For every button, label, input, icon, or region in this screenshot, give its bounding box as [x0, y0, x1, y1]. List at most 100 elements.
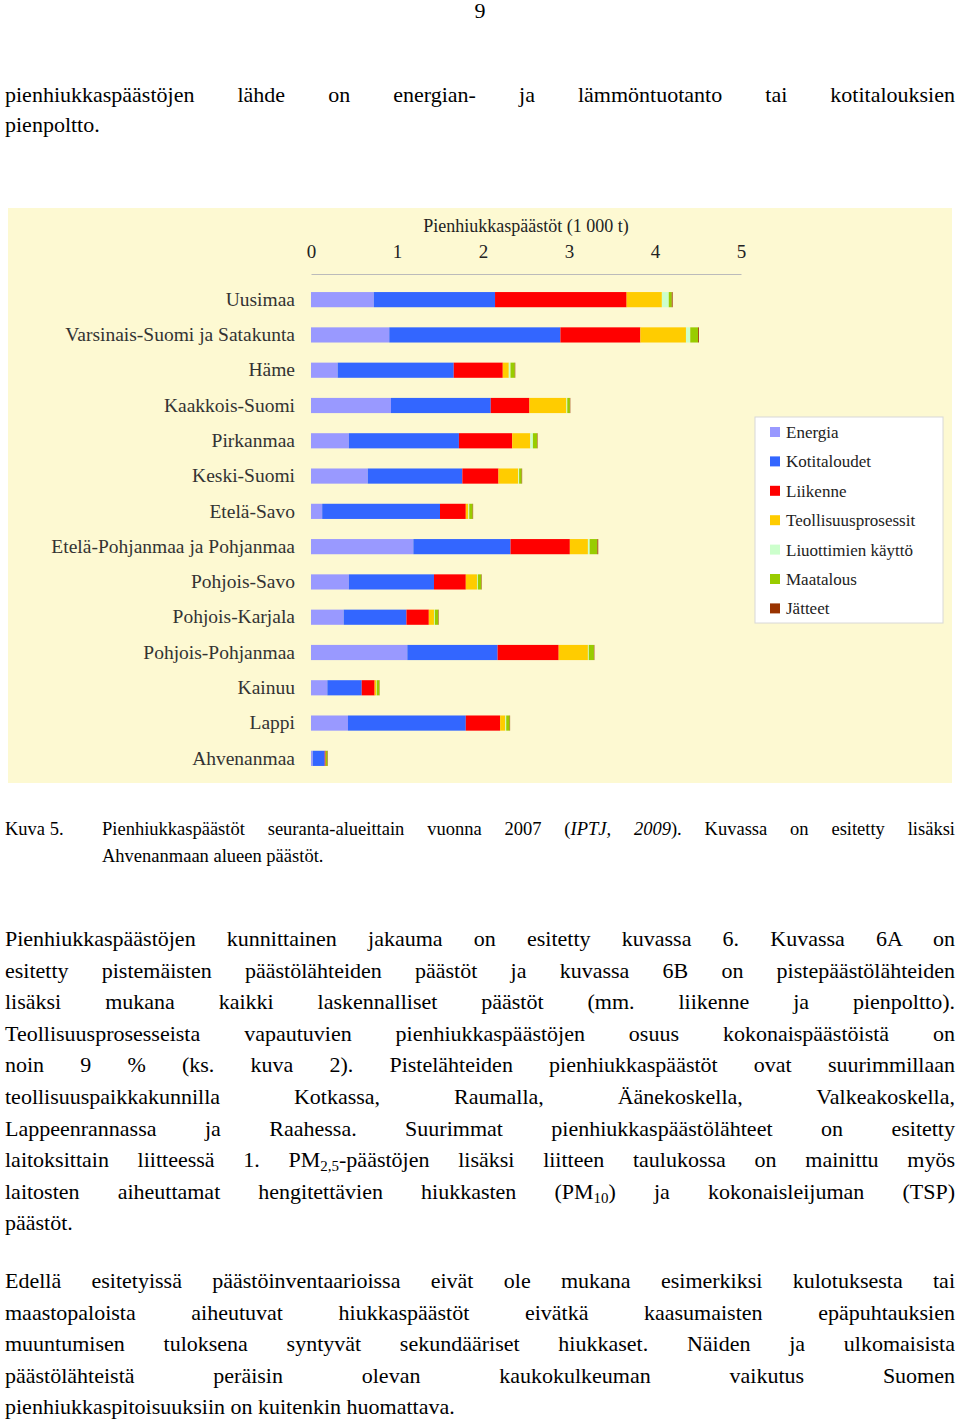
bar-segment [349, 433, 459, 448]
bar-segment [435, 610, 438, 625]
bar-segment [311, 751, 313, 766]
x-tick: 3 [565, 241, 575, 274]
text-run: pienhiukkaspitoisuuksiin on kuitenkin hu… [5, 1394, 455, 1419]
bar-segment [511, 363, 515, 378]
paragraph: Pienhiukkaspäästöjen kunnittainen jakaum… [5, 923, 955, 1239]
legend-swatch [770, 603, 780, 613]
legend-label: Liuottimien käyttö [786, 541, 913, 560]
paragraph: Edellä esitetyissä päästöinventaarioissa… [5, 1265, 955, 1422]
text-line: laitosten aiheuttamat hengitettävien hiu… [5, 1176, 955, 1208]
bar-segment [311, 574, 349, 589]
paragraph: pienhiukkaspäästöjen lähde on energian- … [5, 80, 955, 140]
bar-segment [511, 539, 570, 554]
text-run: Lappeenrannassa ja Raahessa. Suurimmat p… [5, 1116, 955, 1141]
bar-segment [344, 610, 407, 625]
y-tick: Pohjois-Karjala [173, 606, 311, 627]
bar-segment [311, 680, 327, 695]
bar-segment [669, 292, 672, 307]
text-run: pienhiukkaspäästöjen lähde on energian- … [5, 82, 955, 107]
bar-series [313, 292, 561, 766]
bar-segment [530, 433, 533, 448]
bar-segment [440, 504, 466, 519]
bar-segment [466, 715, 500, 730]
text-run: päästöt. [5, 1210, 73, 1235]
y-tick: Pohjois-Pohjanmaa [143, 642, 311, 663]
text-line: pienhiukkaspitoisuuksiin on kuitenkin hu… [5, 1391, 955, 1422]
category-label: Kainuu [238, 677, 296, 698]
bar-segment [322, 504, 440, 519]
y-tick: Uusimaa [226, 289, 311, 310]
bar-segment [311, 292, 374, 307]
plot-area [311, 292, 699, 766]
bar-segment [311, 539, 413, 554]
category-label: Uusimaa [226, 289, 296, 310]
x-tick-label: 4 [651, 241, 661, 262]
legend-label: Kotitaloudet [786, 452, 871, 471]
bar-segment [327, 751, 328, 766]
bar-segment [375, 680, 377, 695]
bar-segment [434, 574, 466, 589]
bar-segment [503, 363, 509, 378]
bar-segment [512, 433, 530, 448]
bar-segment [495, 292, 627, 307]
text-run: ). Kuvassa on esitetty lisäksi [671, 819, 955, 839]
bar-segment [491, 398, 530, 413]
bar-segment [429, 610, 434, 625]
bar-segment [498, 645, 559, 660]
x-axis: 012345 [307, 241, 747, 275]
bar-segment [569, 398, 570, 413]
italic-text: IPTJ, 2009 [570, 819, 670, 839]
legend-swatch [770, 486, 780, 496]
legend-item: Maatalous [770, 570, 857, 589]
bar-segment [311, 433, 349, 448]
x-tick: 4 [651, 241, 661, 274]
y-tick: Kainuu [238, 677, 311, 698]
bar-segment [588, 539, 590, 554]
bar-segment [311, 468, 368, 483]
y-axis: UusimaaVarsinais-Suomi ja SatakuntaHämeK… [51, 283, 311, 777]
text-line: maastopaloista aiheutuvat hiukkaspäästöt… [5, 1297, 955, 1329]
legend-label: Jätteet [786, 599, 830, 618]
y-tick: Lappi [250, 712, 311, 733]
category-label: Pohjois-Savo [191, 571, 295, 592]
text-line: pienpoltto. [5, 110, 955, 140]
text-run: esitetty pistemäisten päästölähteiden pä… [5, 958, 955, 983]
bar-segment [379, 680, 380, 695]
text-run: Edellä esitetyissä päästöinventaarioissa… [5, 1268, 955, 1293]
text-line: Pienhiukkaspäästöjen kunnittainen jakaum… [5, 923, 955, 955]
category-label: Etelä-Pohjanmaa ja Pohjanmaa [51, 536, 295, 557]
legend-label: Energia [786, 423, 839, 442]
legend: EnergiaKotitaloudetLiikenneTeollisuuspro… [755, 417, 943, 623]
subscript: 10 [594, 1190, 609, 1206]
category-label: Etelä-Savo [209, 501, 295, 522]
x-tick-label: 3 [565, 241, 575, 262]
text-run: ) ja kokonaisleijuman (TSP) [609, 1179, 955, 1204]
text-run: Teollisuusprosesseista vapautuvien pienh… [5, 1021, 955, 1046]
category-label: Lappi [250, 712, 296, 733]
bar-segment [368, 468, 463, 483]
bar-segment [597, 539, 599, 554]
legend-item: Liuottimien käyttö [770, 541, 913, 560]
text-run: päästölähteistä peräisin olevan kaukokul… [5, 1363, 955, 1388]
bar-segment [509, 715, 510, 730]
text-line: Edellä esitetyissä päästöinventaarioissa… [5, 1265, 955, 1297]
text-line: muuntumisen tuloksena syntyvät sekundäär… [5, 1328, 955, 1360]
bar-segment [438, 610, 439, 625]
bar-segment [311, 645, 407, 660]
bar-segment [374, 292, 495, 307]
bar-segment [311, 504, 322, 519]
bar-segment [311, 327, 389, 342]
legend-box [755, 417, 943, 623]
bar-segment [313, 751, 325, 766]
bar-series [325, 292, 641, 766]
bar-segment [671, 292, 673, 307]
category-label: Pohjois-Karjala [173, 606, 296, 627]
y-tick: Kaakkois-Suomi [164, 395, 311, 416]
x-tick: 2 [479, 241, 489, 274]
y-tick: Etelä-Pohjanmaa ja Pohjanmaa [51, 536, 311, 557]
bar-segment [560, 327, 640, 342]
text-line: pienhiukkaspäästöjen lähde on energian- … [5, 80, 955, 110]
text-run: pienpoltto. [5, 112, 100, 137]
bar-segment [338, 363, 454, 378]
bar-segment [391, 398, 491, 413]
